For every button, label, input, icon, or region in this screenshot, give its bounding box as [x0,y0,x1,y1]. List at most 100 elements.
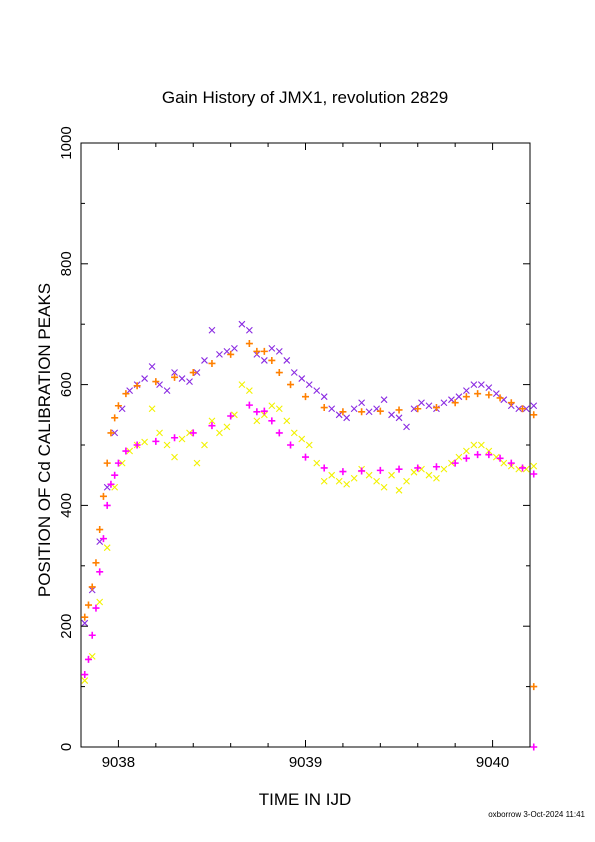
data-point [186,378,193,385]
data-point [96,526,104,534]
data-point [463,447,470,455]
data-point [328,405,336,413]
x-tick-label: 9040 [476,754,509,771]
data-point [88,631,96,639]
data-point [152,378,160,386]
data-point [163,441,171,449]
data-point [81,677,89,684]
data-point [485,384,493,392]
data-point [208,359,216,367]
data-point [414,405,422,413]
data-point [118,459,126,467]
data-point [410,468,418,476]
data-point [530,462,538,470]
series-0 [81,320,538,627]
data-point [320,393,328,401]
data-point [268,356,276,364]
data-point [111,471,119,479]
data-point [350,405,358,413]
data-point [470,441,478,449]
data-point [343,414,351,422]
data-point [507,459,515,467]
data-point [440,399,448,407]
data-point [111,414,119,422]
data-point [492,390,500,398]
data-point [350,474,358,482]
data-point [231,344,238,352]
data-point [410,405,418,413]
data-point [358,467,366,475]
data-point [395,486,403,494]
data-point [425,402,433,410]
data-point [474,390,482,398]
data-point [133,441,141,449]
axes: 9038 9039 9040 0 200 400 600 800 1000 [58,126,531,771]
data-point [103,483,111,491]
data-point [463,387,470,395]
data-point [122,390,130,398]
data-point [395,406,403,414]
data-point [522,405,530,413]
data-point [376,407,384,415]
data-point [302,453,309,461]
data-point [99,535,107,543]
data-point [395,465,403,473]
data-point [425,471,433,479]
data-point [343,480,351,488]
data-point [515,405,523,413]
data-point [462,454,470,462]
data-point [388,471,395,479]
data-point [88,653,96,660]
data-point [81,671,89,679]
data-point [320,477,328,485]
data-point [253,347,261,355]
data-point [260,407,268,415]
data-point [290,429,298,437]
data-point [358,399,366,407]
data-point [103,544,111,552]
data-point [320,464,328,472]
data-point [313,387,321,395]
data-point [148,405,156,413]
data-point [260,411,268,419]
data-point [287,441,295,449]
series-3 [81,401,538,679]
data-point [403,423,410,431]
data-point [201,441,208,449]
y-tick-label: 600 [58,372,75,397]
data-point [208,417,216,425]
data-point [380,483,388,491]
data-point [111,483,119,491]
data-point [373,477,380,485]
data-point [500,459,508,467]
data-point [395,414,403,422]
data-point [133,382,141,390]
data-point [462,393,470,401]
data-point [455,453,463,461]
data-point [107,429,115,437]
data-point [275,405,283,413]
data-point [496,394,504,402]
data-point [305,381,313,388]
data-point [451,459,459,467]
data-point [253,408,261,416]
plot-frame [80,142,531,748]
data-point [201,357,208,364]
y-tick-label: 800 [58,251,75,276]
data-point [451,399,459,407]
data-point [103,459,111,467]
data-point [298,375,306,382]
data-point [470,381,478,388]
data-point [148,363,156,370]
data-point [522,465,530,473]
data-point [388,411,395,419]
data-point [103,501,111,509]
data-point [414,464,422,472]
data-point [290,369,298,376]
data-point [231,411,238,419]
data-point [287,381,295,389]
data-point [275,429,283,437]
data-point [298,435,306,443]
data-point [275,347,283,355]
